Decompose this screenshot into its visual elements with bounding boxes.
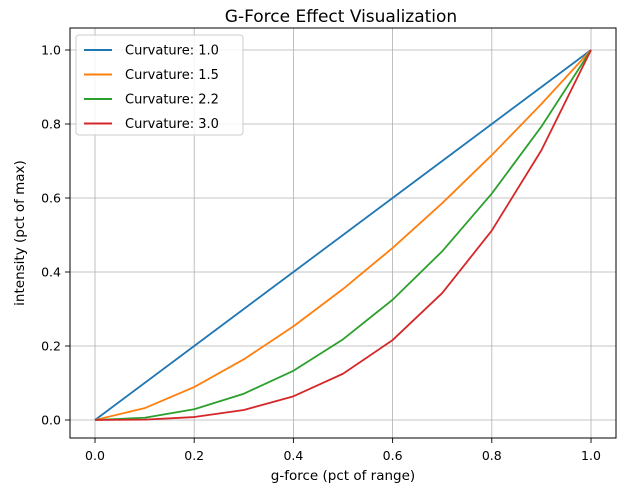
y-tick-label: 0.2: [41, 339, 61, 354]
series-layer: [94, 49, 592, 421]
legend-label-4: Curvature: 3.0: [125, 117, 219, 132]
y-tick-label: 0.6: [41, 191, 61, 206]
x-tick-label: 0.4: [283, 448, 303, 463]
y-tick-label: 1.0: [41, 43, 61, 58]
legend-label-1: Curvature: 1.0: [125, 44, 219, 59]
series-line-4: [94, 49, 592, 421]
y-axis-ticks: 0.0 0.2 0.4 0.6 0.8 1.0: [41, 43, 70, 428]
y-tick-label: 0.4: [41, 265, 61, 280]
x-tick-label: 0.8: [482, 448, 502, 463]
legend-box: [75, 34, 244, 136]
x-axis-ticks: 0.0 0.2 0.4 0.6 0.8 1.0: [85, 438, 601, 463]
y-axis-label: intensity (pct of max): [12, 160, 28, 306]
legend-label-2: Curvature: 1.5: [125, 68, 219, 83]
plot-frame: [69, 27, 617, 439]
series-line-3: [94, 49, 592, 421]
series-line-2: [94, 49, 592, 421]
legend-label-3: Curvature: 2.2: [125, 93, 219, 108]
y-tick-label: 0.0: [41, 413, 61, 428]
y-tick-label: 0.8: [41, 117, 61, 132]
x-tick-label: 1.0: [581, 448, 601, 463]
series-line-1: [94, 49, 592, 421]
x-tick-label: 0.2: [184, 448, 204, 463]
legend: Curvature: 1.0 Curvature: 1.5 Curvature: 2…: [75, 34, 244, 136]
x-tick-label: 0.0: [85, 448, 105, 463]
chart-title: G-Force Effect Visualization: [225, 7, 457, 27]
x-tick-label: 0.6: [383, 448, 403, 463]
x-axis-label: g-force (pct of range): [271, 468, 415, 484]
